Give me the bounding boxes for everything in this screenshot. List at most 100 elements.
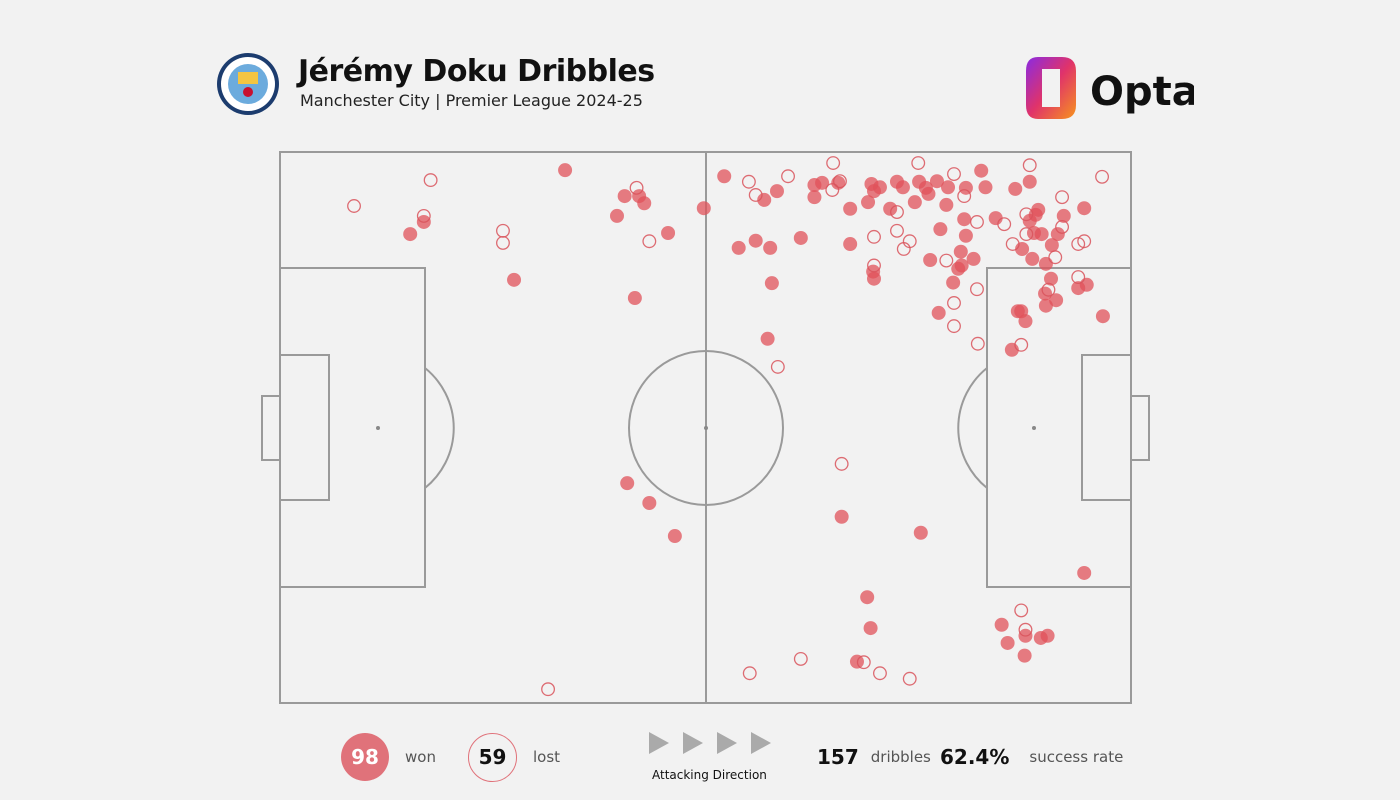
dribble-won-point [617,189,632,204]
dribble-won-point [921,186,936,201]
dribble-won-point [939,197,954,212]
dribble-won-point [1017,648,1032,663]
dribble-lost-point [793,651,808,666]
dribble-won-point [1044,271,1059,286]
dribble-won-point [953,244,968,259]
dribble-lost-point [1019,207,1034,222]
dribble-won-point [866,184,881,199]
dribble-won-point [866,271,881,286]
dribble-lost-point [902,671,917,686]
dribble-lost-point [970,282,984,297]
dribble-lost-point [1005,237,1020,251]
dribble-lost-point [416,208,431,223]
dribble-lost-point [741,174,756,189]
total-dribbles: 157 [817,745,859,769]
attacking-direction-arrows [649,732,771,754]
dribble-won-point [954,258,969,273]
dribble-won-point [1079,277,1094,292]
dribble-lost-point [970,215,984,229]
dribble-lost-point [541,682,556,697]
dribble-won-point [642,495,657,510]
dribble-lost-point [856,655,871,670]
dribble-lost-point [748,188,763,202]
dribble-won-point [731,240,746,255]
dribble-won-point [843,201,858,216]
dribble-lost-point [867,258,881,273]
dribble-won-point [1038,298,1053,313]
attacking-direction-label: Attacking Direction [652,768,767,782]
dribble-won-point [1056,208,1071,223]
dribble-lost-point [911,156,926,170]
dribble-won-point [1095,309,1110,324]
dribble-lost-point [781,169,795,184]
dribble-won-point [667,529,682,544]
dribble-lost-point [939,253,954,268]
success-rate-label: success rate [1029,748,1124,766]
dribble-won-point [988,211,1003,226]
dribble-won-point [931,305,946,320]
lost-count-badge: 59 [468,732,517,782]
dribble-won-point [861,195,876,210]
dribble-lost-point [1055,219,1070,234]
dribble-lost-point [970,336,985,351]
won-count-badge: 98 [341,733,389,781]
dribble-lost-point [826,156,841,170]
dribble-won-point [1049,293,1064,308]
dribble-lost-point [833,174,847,189]
dribble-won-point [883,201,898,216]
dribble-lost-point [347,199,361,213]
dribble-lost-point [890,223,904,238]
dribble-won-point [1018,314,1033,329]
dribble-won-point [696,201,711,216]
dribble-won-point [913,525,928,540]
lost-label: lost [533,748,561,766]
page-subtitle: Manchester City | Premier League 2024-25 [300,91,643,110]
dribble-won-point [863,621,878,636]
dribble-won-point [558,163,573,178]
dribble-lost-point [496,235,510,250]
dribble-won-point [958,228,973,243]
dribble-won-point [929,174,944,189]
success-rate: 62.4% [940,745,1010,769]
dribble-won-point [507,272,522,287]
dribble-lost-point [896,242,911,256]
dribble-won-point [895,180,910,195]
dribble-won-point [1050,227,1065,242]
pitch-markings [261,151,1150,704]
dribble-won-point [957,212,972,227]
dribble-lost-point [1048,250,1063,265]
dribble-won-point [1040,628,1055,643]
dribble-won-point [764,276,779,291]
dribble-lost-point [742,666,757,681]
dribble-won-point [763,240,778,255]
dribble-won-point [946,275,961,290]
dribble-lost-point [834,456,849,471]
dribble-won-point [807,190,822,205]
dribble-won-point [834,509,849,524]
dribble-lost-point [947,167,961,181]
dribble-won-point [717,169,732,184]
dribble-won-point [757,192,772,207]
manchester-city-crest [217,53,279,115]
dribble-won-point [1008,181,1023,196]
dribble-lost-point [867,229,881,244]
dribble-won-point [627,291,642,306]
dribble-won-point [843,237,858,252]
dribble-lost-point [423,173,438,188]
dribble-lost-point [1022,158,1037,173]
dribble-won-point [933,222,948,237]
dribble-won-point [403,227,418,242]
dribble-won-point [1077,565,1092,580]
won-label: won [405,748,436,766]
dribble-won-point [637,196,652,211]
total-dribbles-label: dribbles [870,748,931,766]
dribble-won-point [748,233,763,248]
dribble-lost-point [770,359,785,374]
dribble-won-point [1077,201,1092,216]
dribble-won-point [994,617,1009,632]
dribble-won-point [974,163,989,178]
dribble-won-point [793,230,808,245]
dribble-lost-point [1041,282,1056,297]
dribble-lost-point [1018,622,1033,637]
